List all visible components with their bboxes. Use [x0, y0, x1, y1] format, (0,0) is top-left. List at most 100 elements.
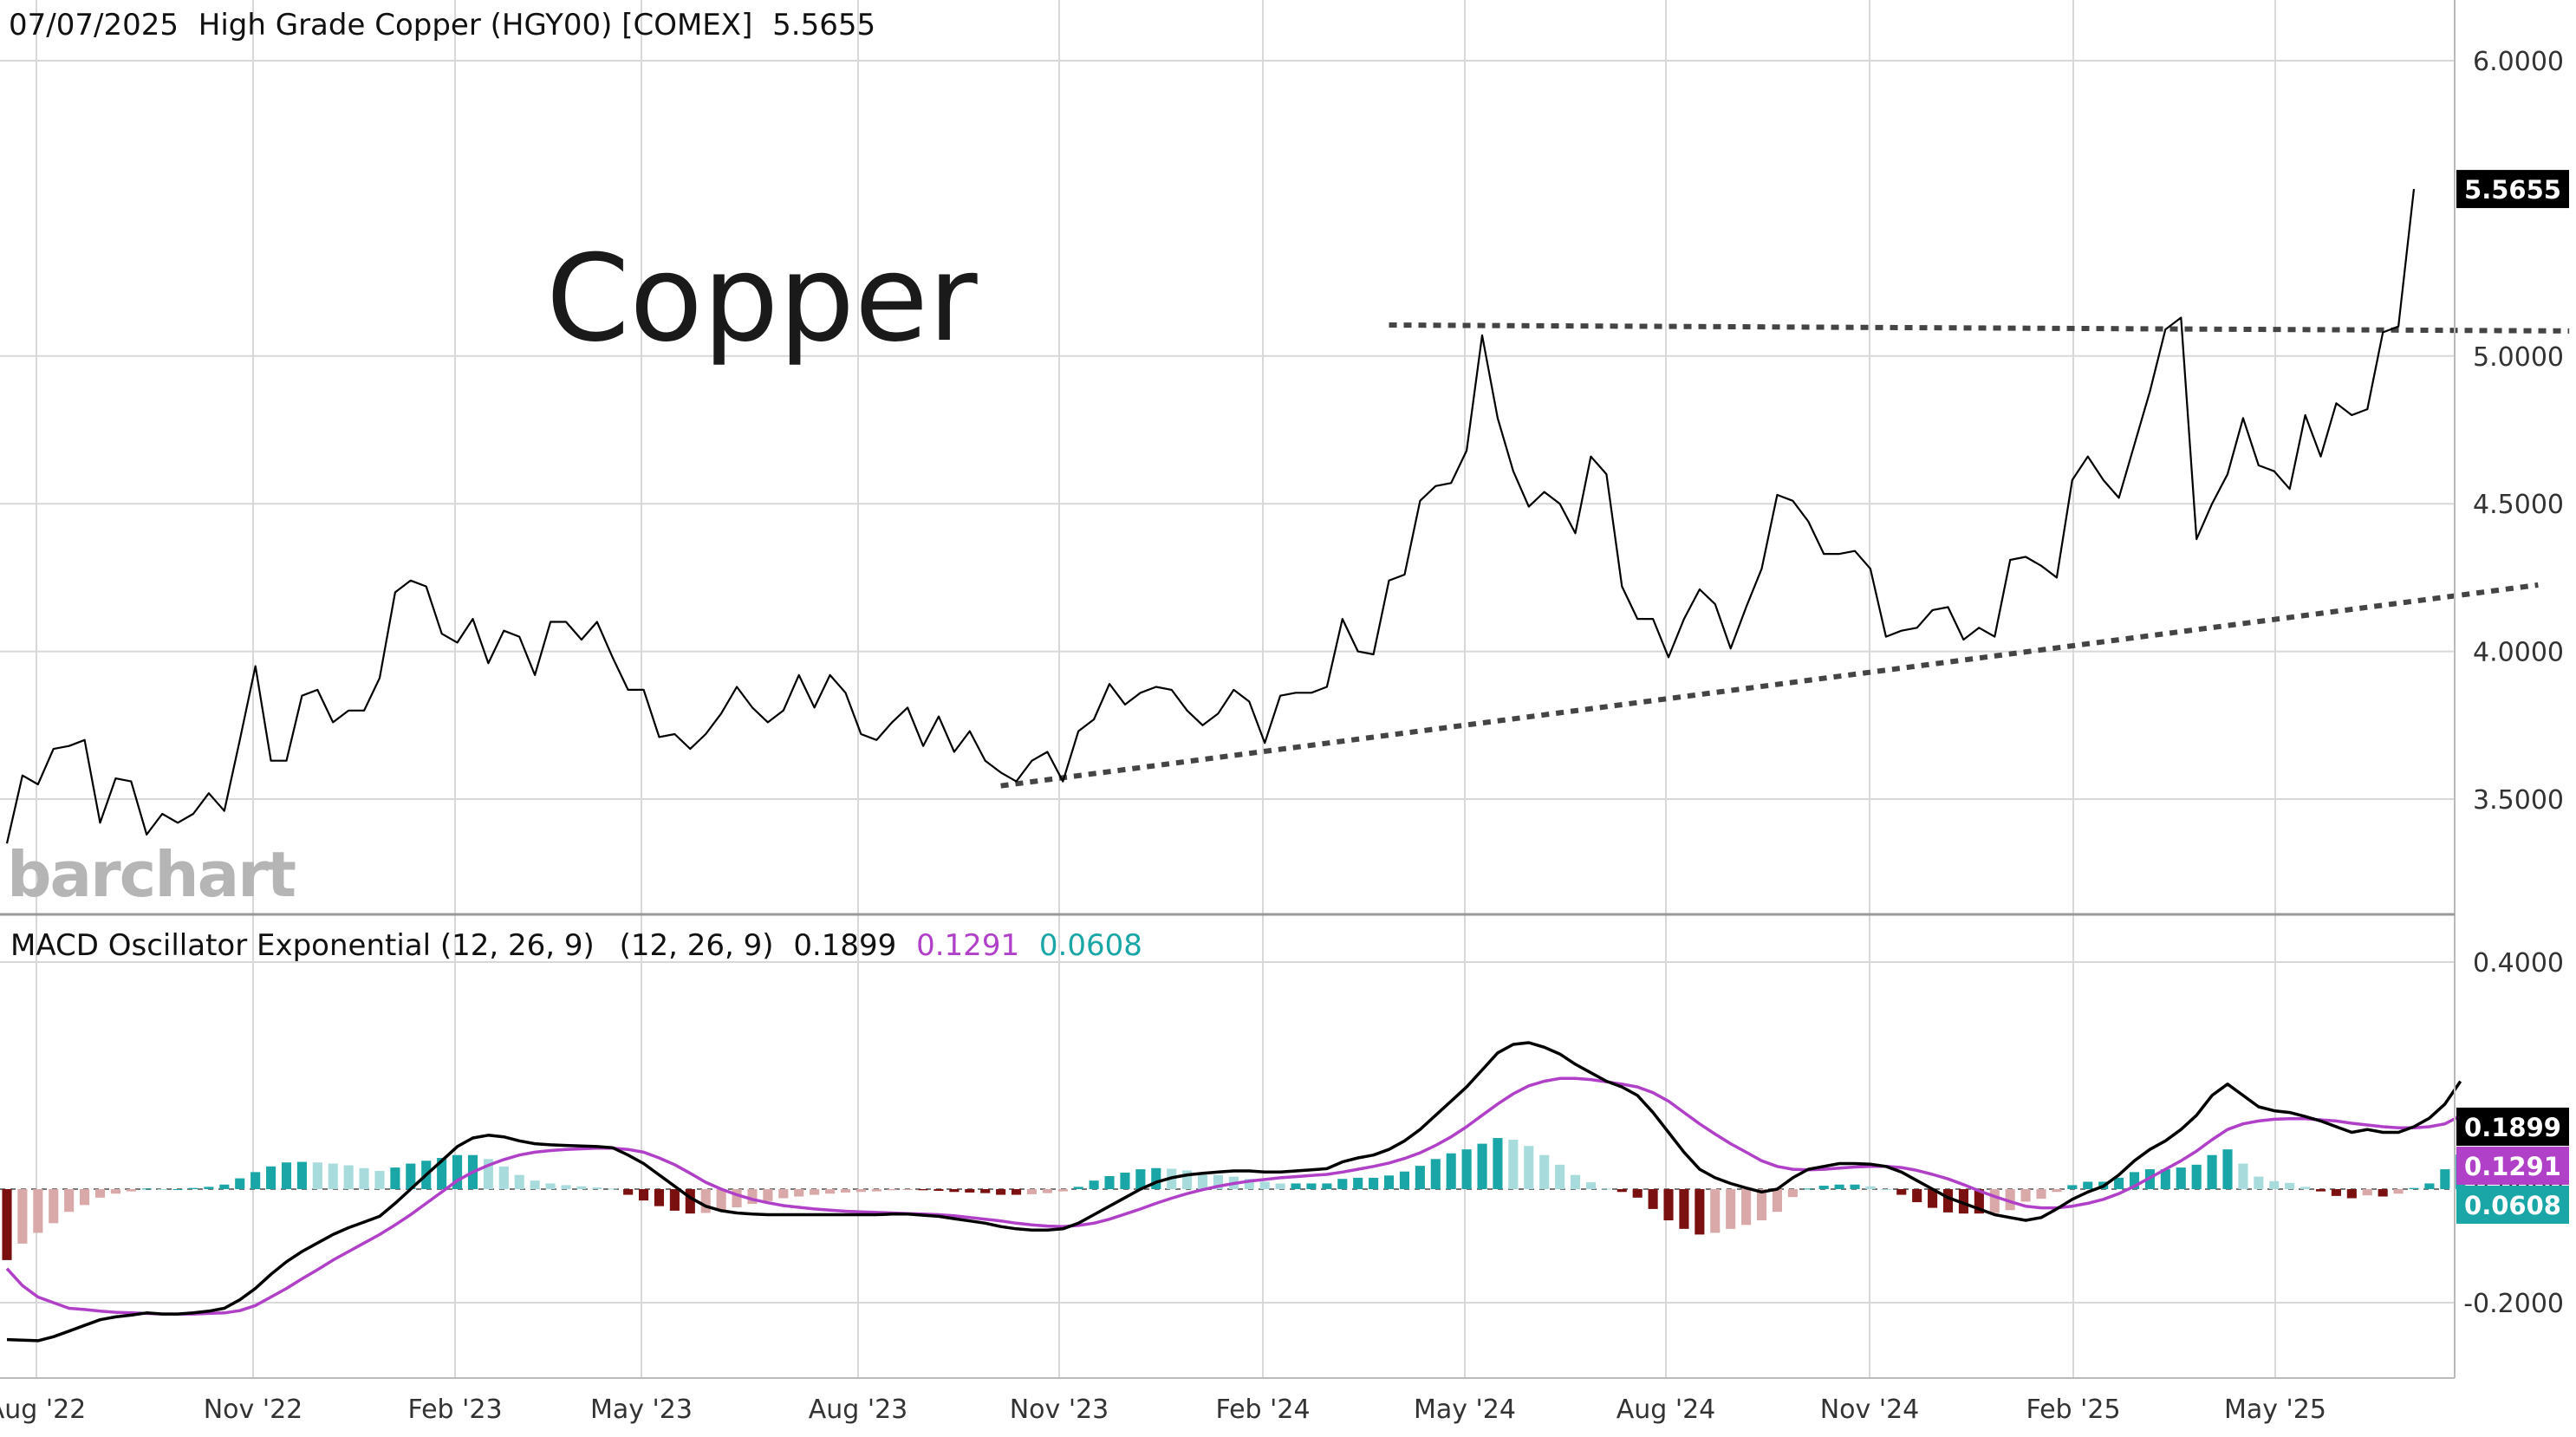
macd-histogram-bar [1508, 1140, 1519, 1189]
macd-histogram-bar [1337, 1179, 1348, 1189]
macd-histogram-bar [2315, 1189, 2326, 1192]
macd-histogram-bar [685, 1189, 695, 1214]
macd-histogram-bar [763, 1189, 773, 1201]
macd-histogram-bar [1741, 1189, 1752, 1226]
macd-histogram-bar [1259, 1181, 1270, 1189]
macd-histogram-bar [2378, 1189, 2388, 1197]
macd-histogram-bar [1011, 1189, 1022, 1195]
macd-histogram-bar [514, 1174, 524, 1189]
macd-histogram-bar [1570, 1174, 1581, 1189]
macd-histogram-bar [2207, 1154, 2217, 1189]
macd-histogram-bar [1787, 1189, 1798, 1198]
macd-histogram-bar [312, 1162, 322, 1189]
macd-histogram-bar [157, 1189, 167, 1190]
macd-histogram-bar [933, 1189, 944, 1191]
x-tick-label: Nov '22 [204, 1395, 303, 1425]
macd-histogram-bar [2362, 1189, 2372, 1196]
x-tick-label: Nov '23 [1010, 1395, 1109, 1425]
price-y-tick-label: 5.0000 [2473, 342, 2564, 373]
macd-histogram-bar [1182, 1170, 1193, 1189]
macd-histogram-bar [1865, 1186, 1876, 1189]
macd-header: MACD Oscillator Exponential (12, 26, 9) … [10, 928, 1142, 963]
copper-annotation: Copper [546, 229, 978, 368]
macd-histogram-bar [1399, 1171, 1410, 1189]
macd-histogram-bar [1974, 1189, 1984, 1214]
x-tick-label: Feb '24 [1215, 1395, 1310, 1425]
macd-histogram-bar [1369, 1177, 1379, 1189]
macd-histogram-bar [1213, 1174, 1224, 1189]
macd-header-macd: 0.1899 [793, 928, 896, 963]
macd-histogram-bar [359, 1167, 369, 1189]
macd-histogram-bar [669, 1189, 680, 1211]
macd-y-tick-label: -0.2000 [2463, 1289, 2564, 1319]
macd-histogram-bar [204, 1187, 214, 1189]
macd-histogram-bar [2129, 1172, 2140, 1189]
macd-histogram-bar [452, 1154, 463, 1189]
macd-histogram-bar [1912, 1189, 1922, 1203]
macd-last-tag: 0.1899 [2456, 1107, 2569, 1146]
macd-histogram-bar [1415, 1166, 1425, 1189]
chart-title: 07/07/2025 High Grade Copper (HGY00) [CO… [9, 8, 875, 42]
macd-histogram-bar [608, 1188, 618, 1190]
macd-header-signal: 0.1291 [916, 928, 1019, 963]
x-tick-label: Aug '22 [0, 1395, 86, 1425]
macd-histogram-bar [1617, 1189, 1627, 1193]
macd-histogram-bar [980, 1189, 991, 1193]
macd-histogram-bar [2238, 1163, 2248, 1189]
macd-histogram-bar [1834, 1184, 1844, 1189]
macd-histogram-bar [1524, 1146, 1534, 1189]
macd-histogram-bar [855, 1189, 866, 1193]
macd-histogram-bar [1648, 1189, 1658, 1209]
macd-header-label: MACD Oscillator Exponential (12, 26, 9) [10, 928, 595, 963]
macd-histogram-bar [1197, 1173, 1208, 1189]
macd-histogram-bar [871, 1189, 881, 1192]
macd-histogram-bar [1663, 1189, 1674, 1221]
macd-histogram-bar [1803, 1188, 1813, 1190]
macd-histogram-bar [1632, 1189, 1643, 1198]
macd-histogram-bar [296, 1161, 307, 1189]
macd-histogram-bar [390, 1167, 400, 1189]
chart-date: 07/07/2025 [9, 8, 179, 42]
macd-histogram-bar [2285, 1182, 2295, 1189]
macd-histogram-bar [49, 1189, 59, 1224]
macd-histogram-bar [2067, 1185, 2078, 1189]
macd-histogram-bar [2160, 1169, 2170, 1189]
x-tick-label: May '25 [2224, 1395, 2326, 1425]
macd-histogram-bar [281, 1162, 292, 1189]
macd-histogram-bar [374, 1171, 385, 1189]
macd-histogram-bar [1151, 1167, 1161, 1189]
macd-histogram-bar [1089, 1180, 1099, 1189]
x-tick-label: May '23 [590, 1395, 693, 1425]
x-tick-label: Aug '24 [1617, 1395, 1716, 1425]
macd-histogram-bar [732, 1189, 742, 1207]
x-tick-label: Aug '23 [809, 1395, 908, 1425]
macd-histogram-bar [1493, 1138, 1503, 1189]
macd-histogram-bar [235, 1178, 245, 1189]
macd-histogram-bar [747, 1189, 758, 1205]
macd-last-tag-box [2456, 1107, 2569, 1146]
macd-histogram-bar [623, 1189, 634, 1195]
chart-instrument: High Grade Copper (HGY00) [COMEX] [198, 8, 753, 42]
macd-histogram-bar [1555, 1164, 1565, 1189]
macd-histogram-bar [2424, 1183, 2435, 1189]
macd-histogram-bar [639, 1189, 649, 1201]
price-last-tag-box [2456, 170, 2569, 209]
macd-histogram-bar [1291, 1183, 1301, 1189]
signal-last-tag: 0.1291 [2456, 1146, 2569, 1185]
macd-histogram-bar [1042, 1189, 1052, 1193]
price-y-tick-label: 4.5000 [2473, 490, 2564, 520]
macd-histogram-bar [1756, 1189, 1767, 1221]
macd-histogram-bar [1120, 1173, 1130, 1189]
macd-histogram-bar [1353, 1177, 1363, 1189]
macd-histogram-bar [2393, 1189, 2404, 1194]
macd-histogram-bar [343, 1165, 354, 1189]
macd-histogram-bar [1585, 1182, 1596, 1189]
macd-histogram-bar [1818, 1186, 1829, 1189]
hist-last-tag: 0.0608 [2456, 1185, 2569, 1224]
macd-histogram-bar [1322, 1183, 1332, 1189]
macd-histogram-bar [794, 1189, 804, 1197]
macd-histogram-bar [2440, 1169, 2450, 1189]
price-y-tick-label: 6.0000 [2473, 47, 2564, 77]
